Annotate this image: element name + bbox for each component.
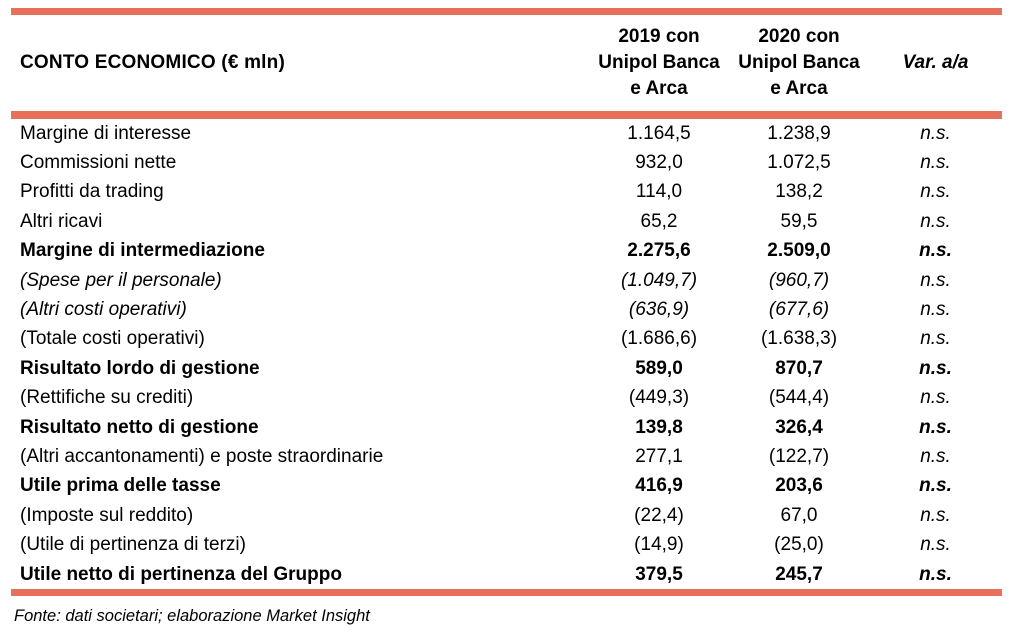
row-value-2020: 1.072,5 bbox=[767, 152, 831, 174]
income-statement-table: CONTO ECONOMICO (€ mln) 2019 con Unipol … bbox=[11, 8, 1002, 626]
table-row: (Spese per il personale) (1.049,7) (960,… bbox=[11, 266, 1002, 295]
column-header-line: e Arca bbox=[630, 78, 688, 99]
column-header-line: 2020 con bbox=[758, 26, 840, 47]
row-value-2019: 589,0 bbox=[635, 357, 683, 379]
row-variation: n.s. bbox=[920, 269, 951, 291]
table-row: (Totale costi operativi) (1.686,6) (1.63… bbox=[11, 325, 1002, 354]
header-divider-rule bbox=[11, 111, 1002, 119]
row-value-2020: (25,0) bbox=[774, 534, 824, 556]
row-variation: n.s. bbox=[919, 475, 952, 497]
table-row: (Rettifiche su crediti) (449,3) (544,4) … bbox=[11, 384, 1002, 413]
row-variation: n.s. bbox=[920, 122, 951, 144]
row-value-2020: (544,4) bbox=[768, 387, 830, 409]
row-value-2019: 277,1 bbox=[635, 445, 683, 467]
column-header-line: 2019 con bbox=[618, 26, 700, 47]
row-value-2020: (960,7) bbox=[768, 269, 830, 291]
row-label: Profitti da trading bbox=[20, 181, 164, 203]
row-label: (Imposte sul reddito) bbox=[20, 504, 194, 526]
column-header-line: Unipol Banca bbox=[598, 52, 720, 73]
row-value-2019: 2.275,6 bbox=[627, 240, 691, 262]
row-value-2019: 416,9 bbox=[635, 475, 683, 497]
row-value-2020: 326,4 bbox=[775, 416, 823, 438]
row-value-2019: (22,4) bbox=[634, 504, 684, 526]
row-label: Altri ricavi bbox=[20, 210, 103, 232]
row-variation: n.s. bbox=[919, 357, 952, 379]
row-variation: n.s. bbox=[919, 416, 952, 438]
row-value-2019: (14,9) bbox=[634, 534, 684, 556]
table-row-total: Utile netto di pertinenza del Gruppo 379… bbox=[11, 560, 1002, 589]
source-note: Fonte: dati societari; elaborazione Mark… bbox=[14, 607, 370, 626]
row-variation: n.s. bbox=[920, 534, 951, 556]
row-label: Margine di interesse bbox=[20, 122, 192, 144]
row-value-2019: (636,9) bbox=[628, 299, 690, 321]
table-row: (Altri costi operativi) (636,9) (677,6) … bbox=[11, 295, 1002, 324]
row-variation: n.s. bbox=[919, 563, 952, 585]
row-value-2020: 67,0 bbox=[780, 504, 818, 526]
row-variation: n.s. bbox=[920, 504, 951, 526]
table-row: Commissioni nette 932,0 1.072,5 n.s. bbox=[11, 148, 1002, 177]
row-value-2020: 1.238,9 bbox=[767, 122, 831, 144]
bottom-rule bbox=[11, 589, 1002, 597]
row-label: (Utile di pertinenza di terzi) bbox=[20, 534, 246, 556]
table-row-subtotal: Utile prima delle tasse 416,9 203,6 n.s. bbox=[11, 472, 1002, 501]
row-value-2019: 114,0 bbox=[635, 181, 683, 203]
table-header: CONTO ECONOMICO (€ mln) 2019 con Unipol … bbox=[11, 15, 1002, 111]
row-label: Utile netto di pertinenza del Gruppo bbox=[20, 563, 342, 585]
table-row: (Altri accantonamenti) e poste straordin… bbox=[11, 442, 1002, 471]
row-value-2019: (1.049,7) bbox=[620, 269, 698, 291]
row-value-2020: 59,5 bbox=[780, 210, 818, 232]
table-row-subtotal: Margine di intermediazione 2.275,6 2.509… bbox=[11, 237, 1002, 266]
row-value-2019: (1.686,6) bbox=[620, 328, 698, 350]
column-header-variation: Var. a/a bbox=[902, 52, 969, 73]
table-row: Altri ricavi 65,2 59,5 n.s. bbox=[11, 207, 1002, 236]
row-value-2019: 139,8 bbox=[635, 416, 683, 438]
row-label: (Altri costi operativi) bbox=[20, 299, 187, 321]
row-value-2019: 65,2 bbox=[640, 210, 678, 232]
row-variation: n.s. bbox=[920, 152, 951, 174]
row-label: (Totale costi operativi) bbox=[20, 328, 205, 350]
row-label: (Spese per il personale) bbox=[20, 269, 222, 291]
row-value-2020: 203,6 bbox=[775, 475, 823, 497]
column-header-line: e Arca bbox=[770, 78, 828, 99]
row-value-2020: 245,7 bbox=[775, 563, 823, 585]
table-row: Margine di interesse 1.164,5 1.238,9 n.s… bbox=[11, 119, 1002, 148]
row-value-2019: 379,5 bbox=[635, 563, 683, 585]
row-variation: n.s. bbox=[920, 387, 951, 409]
table-row: (Utile di pertinenza di terzi) (14,9) (2… bbox=[11, 530, 1002, 559]
row-label: Risultato lordo di gestione bbox=[20, 357, 260, 379]
row-label: Margine di intermediazione bbox=[20, 240, 265, 262]
row-value-2019: 932,0 bbox=[635, 152, 683, 174]
row-label: Risultato netto di gestione bbox=[20, 416, 259, 438]
row-value-2020: 138,2 bbox=[775, 181, 823, 203]
row-variation: n.s. bbox=[919, 240, 952, 262]
column-header-2019: 2019 con Unipol Banca e Arca bbox=[589, 24, 729, 102]
row-variation: n.s. bbox=[920, 299, 951, 321]
table-body: Margine di interesse 1.164,5 1.238,9 n.s… bbox=[11, 119, 1002, 589]
table-row: (Imposte sul reddito) (22,4) 67,0 n.s. bbox=[11, 501, 1002, 530]
row-label: Commissioni nette bbox=[20, 152, 177, 174]
row-value-2019: 1.164,5 bbox=[627, 122, 691, 144]
table-row-subtotal: Risultato netto di gestione 139,8 326,4 … bbox=[11, 413, 1002, 442]
row-variation: n.s. bbox=[920, 181, 951, 203]
row-variation: n.s. bbox=[920, 445, 951, 467]
table-row-subtotal: Risultato lordo di gestione 589,0 870,7 … bbox=[11, 354, 1002, 383]
row-label: (Altri accantonamenti) e poste straordin… bbox=[20, 445, 384, 467]
row-value-2020: (677,6) bbox=[768, 299, 830, 321]
row-value-2020: (122,7) bbox=[768, 445, 830, 467]
row-value-2020: 870,7 bbox=[775, 357, 823, 379]
top-rule bbox=[11, 8, 1002, 15]
row-variation: n.s. bbox=[920, 328, 951, 350]
row-value-2020: (1.638,3) bbox=[760, 328, 838, 350]
row-variation: n.s. bbox=[920, 210, 951, 232]
column-header-line: Unipol Banca bbox=[738, 52, 860, 73]
row-label: Utile prima delle tasse bbox=[20, 475, 221, 497]
table-title: CONTO ECONOMICO (€ mln) bbox=[20, 52, 285, 73]
row-value-2019: (449,3) bbox=[628, 387, 690, 409]
column-header-2020: 2020 con Unipol Banca e Arca bbox=[729, 24, 869, 102]
row-value-2020: 2.509,0 bbox=[767, 240, 831, 262]
table-row: Profitti da trading 114,0 138,2 n.s. bbox=[11, 178, 1002, 207]
row-label: (Rettifiche su crediti) bbox=[20, 387, 194, 409]
